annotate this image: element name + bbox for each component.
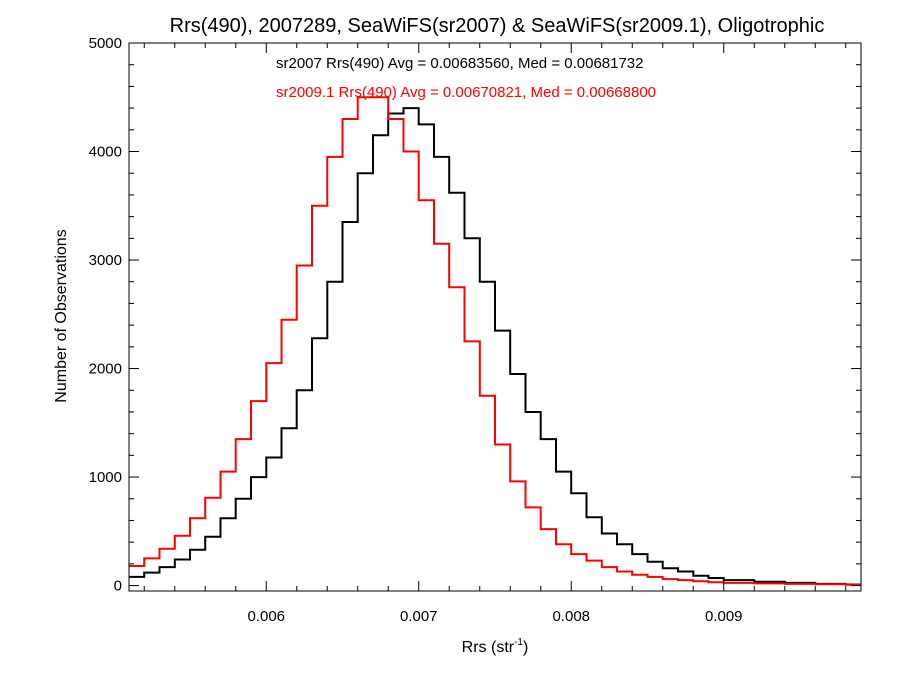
series-line-0	[129, 107, 861, 586]
x-axis-label-suffix: )	[523, 639, 528, 656]
x-axis-label-base: Rrs (str	[462, 639, 515, 656]
y-tick-label-1: 1000	[89, 469, 122, 486]
annotation-0: sr2007 Rrs(490) Avg = 0.00683560, Med = …	[276, 55, 644, 72]
x-tick-label-2: 0.008	[552, 608, 590, 625]
y-axis-label: Number of Observations	[53, 229, 70, 402]
x-tick-label-1: 0.007	[400, 608, 438, 625]
plot-area: 0.006 0.007 0.008 0.009 0 1000 2000 3000 4000 500…	[89, 35, 862, 625]
series-line-1	[129, 96, 861, 586]
y-tick-label-3: 3000	[89, 252, 122, 269]
chart-title: Rrs(490), 2007289, SeaWiFS(sr2007) & Sea…	[170, 15, 825, 37]
y-tick-label-5: 5000	[89, 35, 122, 52]
x-tick-label-0: 0.006	[247, 608, 285, 625]
x-tick-label-3: 0.009	[705, 608, 743, 625]
y-tick-label-4: 4000	[89, 144, 122, 161]
plot-frame	[128, 42, 862, 592]
y-tick-label-2: 2000	[89, 361, 122, 378]
x-axis-label: Rrs (str-1)	[462, 637, 529, 656]
y-tick-label-0: 0	[114, 578, 122, 595]
x-axis-label-superscript: -1	[514, 637, 523, 648]
annotation-1: sr2009.1 Rrs(490) Avg = 0.00670821, Med …	[276, 84, 656, 101]
